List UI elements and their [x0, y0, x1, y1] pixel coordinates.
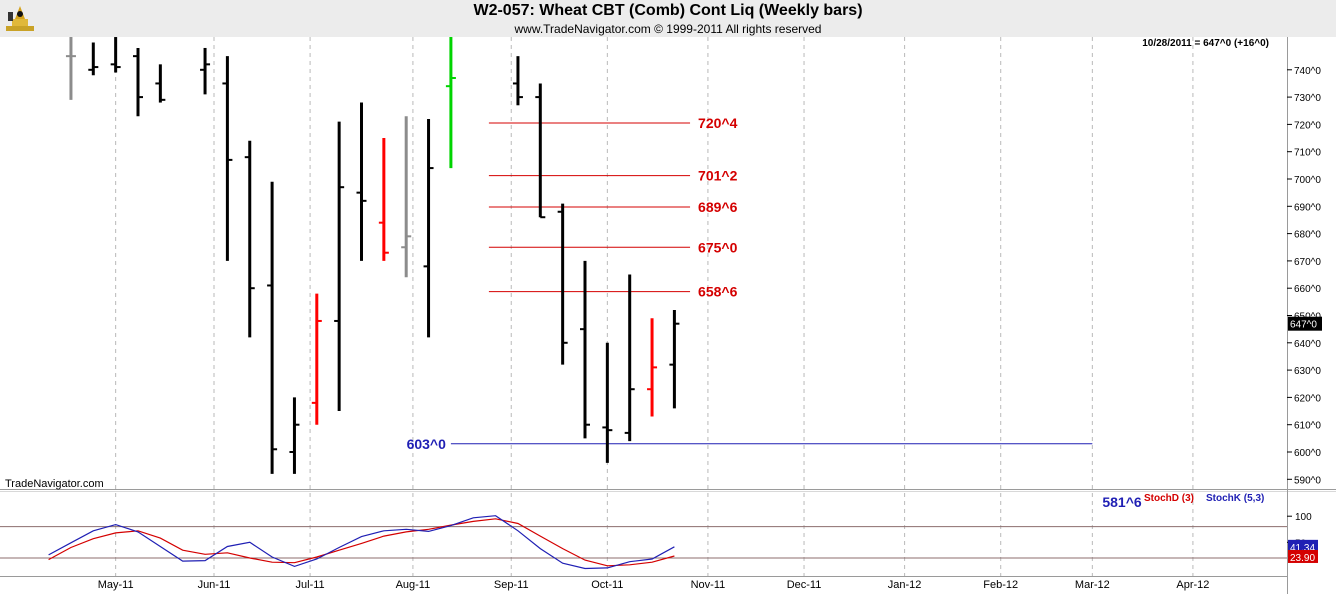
stochk-value-tag [1288, 539, 1318, 553]
level-label-658^6: 658^6 [698, 284, 738, 300]
x-tick-label: Aug-11 [396, 579, 431, 591]
y-tick-label: 710^0 [1294, 148, 1321, 159]
level-label-603^0: 603^0 [407, 436, 447, 452]
x-tick-label: Oct-11 [591, 579, 623, 591]
ohlc-bar [512, 56, 523, 106]
x-tick-label: Apr-12 [1176, 579, 1209, 591]
ohlc-bar [445, 37, 456, 169]
tradenavigator-watermark: TradeNavigator.com [5, 478, 104, 490]
level-label-701^2: 701^2 [698, 168, 738, 184]
ohlc-bar [378, 138, 389, 261]
chart-header: W2-057: Wheat CBT (Comb) Cont Liq (Weekl… [0, 0, 1336, 37]
y-tick-label: 630^0 [1294, 366, 1321, 377]
current-price-label: 647^0 [1290, 320, 1317, 331]
ohlc-bar [244, 140, 255, 338]
y-tick-label: 730^0 [1294, 93, 1321, 104]
legend-stochd: StochD (3) [1144, 493, 1194, 504]
x-tick-label: Nov-11 [691, 579, 726, 591]
ohlc-bar [155, 64, 166, 103]
ohlc-bar [580, 260, 590, 439]
y-tick-label: 670^0 [1294, 257, 1321, 268]
stoch-series-line [48, 515, 675, 570]
x-tick-label: Mar-12 [1075, 579, 1110, 591]
y-tick-label: 620^0 [1294, 393, 1321, 404]
x-tick-label: Jun-11 [198, 579, 231, 591]
chart-title: W2-057: Wheat CBT (Comb) Cont Liq (Weekl… [473, 2, 863, 19]
y-tick-label: 640^0 [1294, 339, 1321, 350]
y-tick-label: 740^0 [1294, 66, 1321, 77]
copyright-subtitle: www.TradeNavigator.com © 1999-2011 All r… [514, 22, 822, 36]
y-tick-label: 590^0 [1294, 475, 1321, 486]
stochk-value-label: 41.34 [1290, 543, 1315, 554]
x-tick-label: Feb-12 [983, 579, 1018, 591]
ohlc-bar [669, 310, 680, 409]
stoch-plot [48, 515, 675, 570]
stoch-series-line [48, 518, 675, 567]
y-tick-label: 680^0 [1294, 230, 1321, 241]
y-tick-label: 610^0 [1294, 421, 1321, 432]
x-tick-label: Dec-11 [787, 579, 822, 591]
ohlc-bar [65, 37, 76, 100]
y-tick-label: 660^0 [1294, 284, 1321, 295]
stochd-value-label: 23.90 [1290, 553, 1315, 564]
last-bar-label: 10/28/2011 = 647^0 (+16^0) [1142, 38, 1269, 49]
legend-stochk: StochK (5,3) [1206, 493, 1264, 504]
ohlc-bar [535, 83, 546, 219]
x-tick-label: Sep-11 [494, 579, 529, 591]
tradenavigator-logo-icon [6, 6, 34, 31]
x-tick-label: Jan-12 [888, 579, 922, 591]
stoch-y-tick-label: 100 [1295, 512, 1312, 523]
y-tick-label: 700^0 [1294, 175, 1321, 186]
level-label-581^6: 581^6 [1102, 494, 1142, 510]
ohlc-bar [289, 397, 300, 474]
x-tick-label: Jul-11 [296, 579, 325, 591]
ohlc-bar [222, 56, 233, 261]
level-label-720^4: 720^4 [698, 115, 738, 131]
level-label-689^6: 689^6 [698, 199, 738, 215]
ohlc-bar [356, 102, 367, 261]
y-tick-label: 600^0 [1294, 448, 1321, 459]
ohlc-bar [200, 47, 211, 95]
ohlc-bar [88, 42, 99, 76]
ohlc-bar [311, 293, 322, 425]
price-plot [65, 37, 1093, 474]
ohlc-bar [602, 342, 613, 463]
ohlc-bar [624, 274, 635, 442]
ohlc-bar [334, 121, 345, 412]
y-tick-label: 720^0 [1294, 120, 1321, 131]
ohlc-bar [110, 37, 121, 73]
y-tick-label: 690^0 [1294, 202, 1321, 213]
ohlc-bar [267, 181, 278, 474]
ohlc-bar [557, 203, 568, 365]
current-price-tag [1288, 316, 1322, 331]
stochd-value-tag [1288, 549, 1318, 563]
level-label-675^0: 675^0 [698, 239, 738, 255]
ohlc-bar [133, 47, 143, 117]
ohlc-bar [423, 118, 434, 338]
ohlc-bar [647, 318, 658, 417]
x-tick-label: May-11 [98, 579, 134, 591]
ohlc-bar [401, 116, 412, 278]
